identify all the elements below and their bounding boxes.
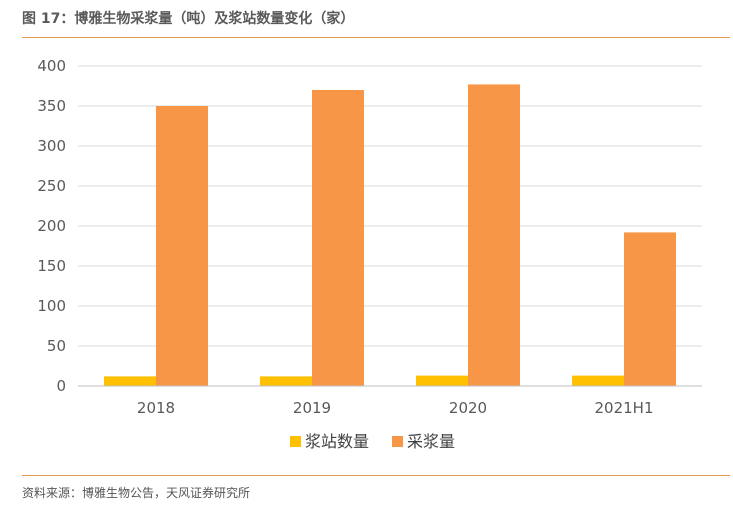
bar-stations	[416, 375, 468, 386]
y-tick-label: 100	[37, 297, 66, 315]
y-tick-label: 0	[56, 377, 66, 395]
bar-stations	[260, 376, 312, 386]
x-tick-label: 2020	[449, 399, 487, 417]
bar-volume	[312, 90, 364, 386]
x-tick-label: 2021H1	[595, 399, 654, 417]
y-tick-label: 50	[47, 337, 66, 355]
title-divider	[22, 37, 730, 38]
y-tick-label: 350	[37, 97, 66, 115]
source-divider	[22, 475, 730, 476]
figure-title: 图 17：博雅生物采浆量（吨）及浆站数量变化（家）	[22, 11, 355, 27]
y-axis: 0 50 100 150 200 250 300 350 400	[37, 57, 66, 395]
y-tick-label: 300	[37, 137, 66, 155]
bar-volume	[156, 106, 208, 386]
bar-volume	[468, 84, 520, 387]
legend: 浆站数量 采浆量	[290, 432, 455, 451]
x-tick-label: 2018	[137, 399, 175, 417]
y-tick-label: 400	[37, 57, 66, 75]
legend-swatch	[392, 436, 403, 447]
bar-volume	[624, 232, 676, 386]
legend-label: 采浆量	[407, 432, 455, 451]
bar-stations	[104, 376, 156, 386]
bar-stations	[572, 375, 624, 386]
bar-chart: 0 50 100 150 200 250 300 350 400 2018 2019 2020 202…	[37, 57, 702, 451]
source-note: 资料来源：博雅生物公告，天风证券研究所	[22, 486, 251, 500]
y-tick-label: 200	[37, 217, 66, 235]
legend-label: 浆站数量	[305, 432, 369, 451]
y-tick-label: 250	[37, 177, 66, 195]
legend-swatch	[290, 436, 301, 447]
x-axis: 2018 2019 2020 2021H1	[78, 385, 702, 417]
bars	[104, 84, 676, 387]
y-tick-label: 150	[37, 257, 66, 275]
x-tick-label: 2019	[293, 399, 331, 417]
